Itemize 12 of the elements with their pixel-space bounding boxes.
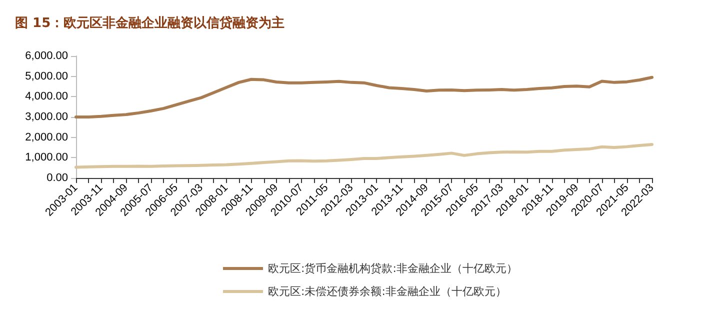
y-tick-label: 2,000.00: [25, 131, 68, 144]
y-tick-label: 5,000.00: [25, 70, 68, 82]
chart-title: 图 15：欧元区非金融企业融资以信贷融资为主: [15, 15, 285, 31]
y-tick-label: 4,000.00: [25, 90, 68, 103]
y-tick-label: 6,000.00: [25, 50, 68, 62]
y-tick-label: 0.00: [46, 172, 68, 184]
legend-label: 欧元区:货币金融机构贷款:非金融企业（十亿欧元）: [268, 262, 518, 275]
line-series: [74, 76, 654, 118]
y-tick-label: 1,000.00: [25, 152, 68, 164]
line-series: [74, 142, 654, 169]
y-tick-label: 3,000.00: [25, 111, 68, 123]
legend-label: 欧元区:未偿还债券余额:非金融企业（十亿欧元）: [268, 285, 506, 298]
